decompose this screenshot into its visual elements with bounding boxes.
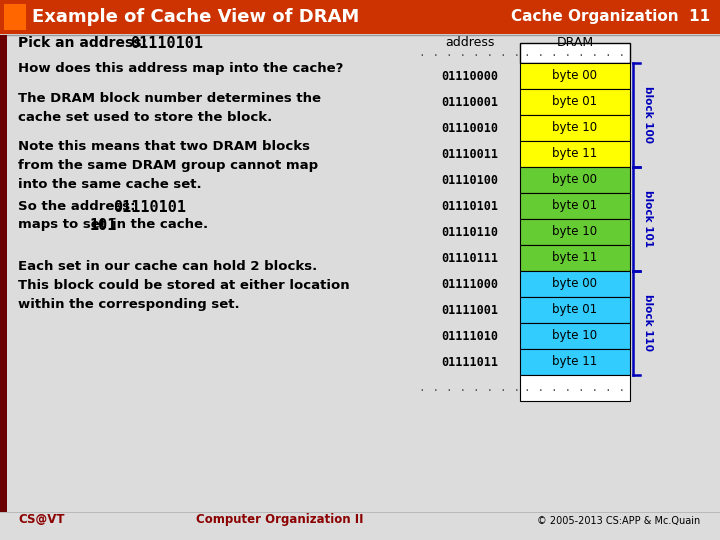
Text: byte 10: byte 10 xyxy=(552,226,598,239)
Text: address: address xyxy=(445,37,495,50)
Text: © 2005-2013 CS:APP & Mc.Quain: © 2005-2013 CS:APP & Mc.Quain xyxy=(536,516,700,526)
Text: byte 11: byte 11 xyxy=(552,147,598,160)
Text: in the cache.: in the cache. xyxy=(112,218,208,231)
Text: byte 10: byte 10 xyxy=(552,329,598,342)
Text: The DRAM block number determines the
cache set used to store the block.: The DRAM block number determines the cac… xyxy=(18,92,321,124)
Text: byte 10: byte 10 xyxy=(552,122,598,134)
Text: Cache Organization  11: Cache Organization 11 xyxy=(511,10,710,24)
Text: byte 01: byte 01 xyxy=(552,303,598,316)
Text: 01111010: 01111010 xyxy=(441,329,498,342)
Text: byte 11: byte 11 xyxy=(552,355,598,368)
FancyBboxPatch shape xyxy=(520,141,630,167)
FancyBboxPatch shape xyxy=(520,271,630,297)
FancyBboxPatch shape xyxy=(520,349,630,375)
Text: Example of Cache View of DRAM: Example of Cache View of DRAM xyxy=(32,8,359,26)
Text: 01111000: 01111000 xyxy=(441,278,498,291)
Text: block 100: block 100 xyxy=(643,86,653,144)
Text: 101: 101 xyxy=(90,218,117,233)
FancyBboxPatch shape xyxy=(520,167,630,193)
Text: 01110000: 01110000 xyxy=(441,70,498,83)
FancyBboxPatch shape xyxy=(0,0,720,34)
Text: byte 01: byte 01 xyxy=(552,96,598,109)
Text: . . . . . . . .: . . . . . . . . xyxy=(419,48,521,58)
Text: DRAM: DRAM xyxy=(557,37,593,50)
FancyBboxPatch shape xyxy=(4,4,26,30)
Text: block 101: block 101 xyxy=(643,191,653,247)
Text: . . . . . . . .: . . . . . . . . xyxy=(524,383,626,393)
FancyBboxPatch shape xyxy=(520,63,630,89)
Text: 01110111: 01110111 xyxy=(441,252,498,265)
Text: maps to set: maps to set xyxy=(18,218,106,231)
Text: byte 01: byte 01 xyxy=(552,199,598,213)
Text: byte 11: byte 11 xyxy=(552,252,598,265)
Text: 01110110: 01110110 xyxy=(441,226,498,239)
Text: Each set in our cache can hold 2 blocks.
This block could be stored at either lo: Each set in our cache can hold 2 blocks.… xyxy=(18,260,350,311)
FancyBboxPatch shape xyxy=(520,43,630,63)
Text: How does this address map into the cache?: How does this address map into the cache… xyxy=(18,62,343,75)
Text: . . . . . . . .: . . . . . . . . xyxy=(524,48,626,58)
Text: 01110010: 01110010 xyxy=(441,122,498,134)
Text: byte 00: byte 00 xyxy=(552,173,598,186)
Text: So the address:: So the address: xyxy=(18,200,135,213)
FancyBboxPatch shape xyxy=(520,89,630,115)
FancyBboxPatch shape xyxy=(520,219,630,245)
FancyBboxPatch shape xyxy=(520,323,630,349)
Text: 01110100: 01110100 xyxy=(441,173,498,186)
Text: 01110001: 01110001 xyxy=(441,96,498,109)
Text: Pick an address:: Pick an address: xyxy=(18,36,147,50)
FancyBboxPatch shape xyxy=(520,245,630,271)
FancyBboxPatch shape xyxy=(0,35,7,512)
Text: byte 00: byte 00 xyxy=(552,278,598,291)
Text: byte 00: byte 00 xyxy=(552,70,598,83)
FancyBboxPatch shape xyxy=(520,193,630,219)
Text: 01110101: 01110101 xyxy=(130,36,203,51)
Text: CS@VT: CS@VT xyxy=(18,513,65,526)
Text: Note this means that two DRAM blocks
from the same DRAM group cannot map
into th: Note this means that two DRAM blocks fro… xyxy=(18,140,318,191)
Text: Computer Organization II: Computer Organization II xyxy=(197,513,364,526)
Text: block 110: block 110 xyxy=(643,294,653,352)
FancyBboxPatch shape xyxy=(520,375,630,401)
Text: 01110101: 01110101 xyxy=(441,199,498,213)
FancyBboxPatch shape xyxy=(520,297,630,323)
Text: 01111001: 01111001 xyxy=(441,303,498,316)
Text: 01111011: 01111011 xyxy=(441,355,498,368)
Text: 01110101: 01110101 xyxy=(113,200,186,215)
FancyBboxPatch shape xyxy=(520,115,630,141)
Text: 01110011: 01110011 xyxy=(441,147,498,160)
Text: . . . . . . . .: . . . . . . . . xyxy=(419,383,521,393)
